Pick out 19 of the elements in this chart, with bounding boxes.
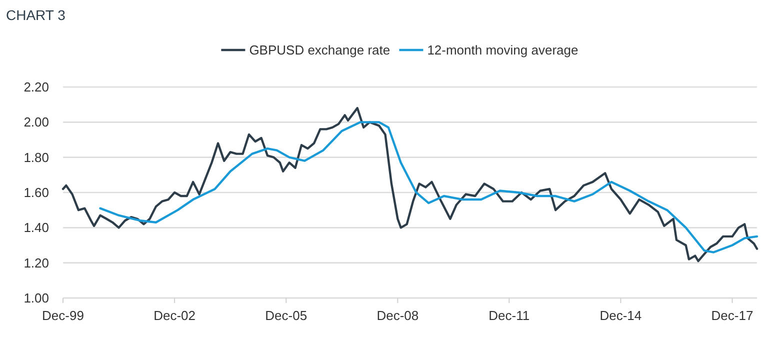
x-tick-label: Dec-08 [376,308,419,323]
x-tick-label: Dec-05 [265,308,308,323]
y-tick-label: 2.20 [24,80,49,95]
legend-label: 12-month moving average [427,42,578,58]
x-tick-label: Dec-99 [42,308,84,323]
x-tick-label: Dec-14 [600,308,642,323]
line-series [99,121,758,254]
legend-label: GBPUSD exchange rate [249,42,390,58]
y-tick-label: 1.00 [24,290,49,306]
y-tick-label: 1.60 [24,185,49,200]
x-tick-label: Dec-17 [711,308,754,323]
x-tick-label: Dec-02 [154,308,196,323]
y-tick-label: 1.40 [24,220,49,236]
line-series [62,107,758,262]
chart-title: CHART 3 [6,7,66,23]
y-tick-label: 1.20 [24,255,49,270]
y-tick-label: 2.00 [24,114,49,130]
y-tick-label: 1.80 [24,150,49,165]
x-tick-label: Dec-11 [488,308,530,323]
